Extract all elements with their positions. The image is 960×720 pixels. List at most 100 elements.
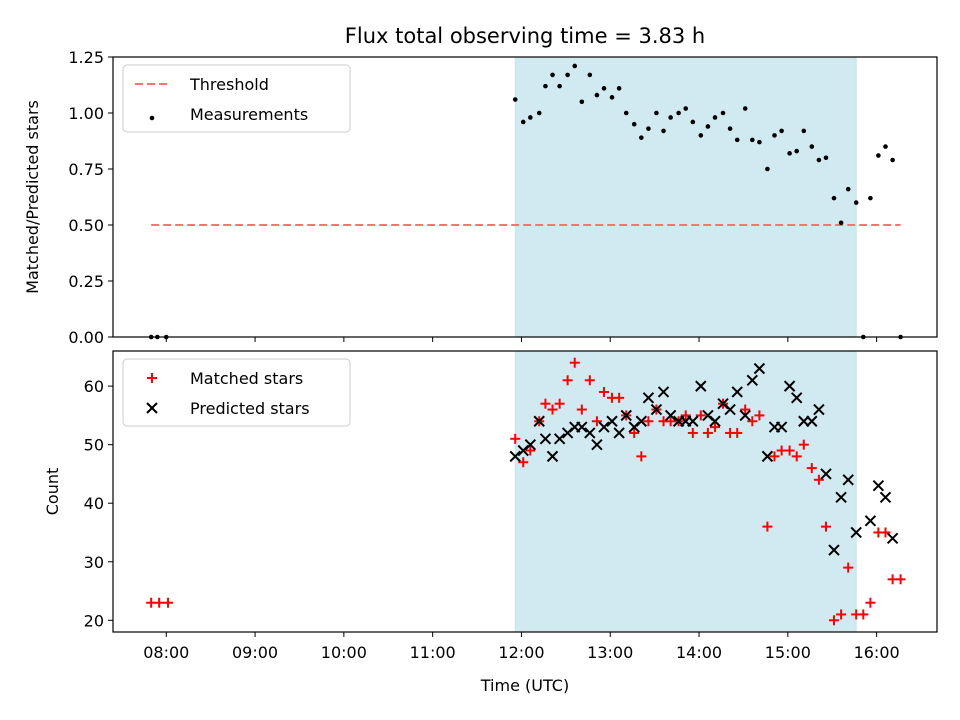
- axes-frame: [112, 350, 938, 633]
- predicted-star-point: [539, 433, 552, 445]
- matched-star-point: [895, 574, 906, 585]
- predicted-star-point: [790, 392, 803, 404]
- predicted-marker-b: [598, 421, 610, 433]
- y-axis-label: Matched/Predicted stars: [23, 100, 42, 294]
- matched-star-point: [687, 427, 698, 438]
- matched-star-point: [163, 597, 174, 608]
- x-tick-label: 09:00: [232, 643, 278, 662]
- matched-star-point: [518, 457, 529, 468]
- legend: Threshold Measurements: [122, 64, 351, 133]
- y-tick-label: 1.25: [68, 48, 104, 67]
- predicted-marker-b: [813, 403, 825, 416]
- predicted-star-point: [775, 421, 788, 433]
- predicted-marker-b: [650, 403, 663, 416]
- predicted-star-point: [828, 544, 840, 556]
- legend-box: [122, 358, 351, 427]
- predicted-star-point: [820, 468, 832, 480]
- predicted-marker-b: [872, 479, 885, 492]
- measurement-point: [787, 151, 792, 156]
- matched-star-point: [829, 615, 839, 626]
- measurement-point: [845, 186, 851, 192]
- measurement-point: [779, 128, 784, 134]
- measurement-point: [757, 139, 762, 145]
- predicted-star-point: [739, 409, 751, 422]
- predicted-marker-b: [533, 415, 545, 427]
- predicted-marker-b: [835, 491, 847, 504]
- x-tick-label: 08:00: [143, 643, 189, 662]
- predicted-marker-b: [584, 427, 596, 439]
- x-tick-label: 12:00: [498, 643, 544, 662]
- measurement-point: [572, 63, 578, 69]
- matched-star-point: [702, 427, 713, 438]
- predicted-star-point: [635, 415, 648, 427]
- predicted-marker-b: [620, 409, 632, 422]
- measurement-point: [601, 86, 607, 91]
- matched-star-point: [821, 521, 832, 532]
- legend-entry-label: Measurements: [190, 105, 308, 124]
- predicted-marker-b: [731, 386, 743, 398]
- predicted-marker-b: [820, 468, 832, 480]
- matched-star-point: [540, 398, 551, 409]
- measurement-point: [543, 83, 548, 89]
- predicted-marker-b: [850, 526, 862, 539]
- predicted-star-point: [746, 374, 759, 386]
- legend-entry-label: Predicted stars: [190, 399, 310, 418]
- matched-star-point: [769, 451, 780, 462]
- measurement-point: [720, 110, 726, 116]
- predicted-star-point: [598, 421, 610, 433]
- axes-frame: [112, 56, 938, 338]
- chart-title: Flux total observing time = 3.83 h: [345, 24, 705, 48]
- measurement-point: [565, 72, 570, 78]
- measurement-point: [616, 86, 622, 91]
- matched-star-point: [599, 386, 610, 397]
- x-tick-label: 13:00: [587, 643, 633, 662]
- measurement-point: [579, 99, 585, 105]
- predicted-marker-b: [806, 415, 818, 427]
- predicted-star-point: [879, 491, 892, 504]
- predicted-marker-b: [842, 474, 854, 486]
- measurement-point: [801, 128, 807, 134]
- matched-star-point: [576, 404, 587, 415]
- matched-star-point: [843, 562, 854, 573]
- matched-star-point: [584, 375, 595, 386]
- y-tick-label: 30: [84, 553, 104, 572]
- matched-star-point: [865, 597, 876, 608]
- predicted-star-point: [584, 427, 596, 439]
- predicted-marker-b: [709, 415, 721, 427]
- matched-star-point: [554, 398, 565, 409]
- predicted-marker-b: [524, 438, 537, 451]
- measurement-point: [528, 115, 533, 120]
- predicted-marker-b: [695, 380, 707, 392]
- matched-star-point: [680, 410, 691, 421]
- measurement-point: [683, 106, 689, 111]
- measurement-point: [668, 115, 673, 120]
- matched-star-point: [732, 427, 743, 438]
- measurement-point: [557, 83, 562, 89]
- predicted-marker-b: [635, 415, 648, 427]
- x-axis-label: Time (UTC): [480, 676, 569, 695]
- matched-star-point: [562, 375, 573, 386]
- predicted-marker-b: [775, 421, 788, 433]
- predicted-star-point: [842, 474, 854, 486]
- measurement-point: [823, 155, 829, 161]
- predicted-marker-b: [539, 433, 552, 445]
- matched-star-point: [510, 433, 521, 444]
- predicted-marker-b: [761, 450, 774, 463]
- measurement-point: [520, 119, 526, 125]
- y-tick-label: 0.25: [68, 272, 104, 291]
- y-tick-label: 1.00: [68, 104, 104, 123]
- measurement-point: [661, 128, 666, 134]
- predicted-marker-b: [509, 450, 521, 463]
- y-tick-label: 0.50: [68, 216, 104, 235]
- matched-star-point: [591, 416, 602, 427]
- predicted-star-point: [620, 409, 632, 422]
- predicted-marker-b: [702, 409, 714, 422]
- y-tick-label: 50: [84, 436, 104, 455]
- predicted-marker-b: [546, 450, 559, 463]
- measurement-point: [712, 115, 718, 120]
- legend-box: [122, 64, 351, 133]
- measurement-point: [631, 121, 637, 127]
- measurement-point: [883, 144, 888, 149]
- measurement-point: [794, 148, 800, 154]
- predicted-marker-b: [576, 421, 588, 433]
